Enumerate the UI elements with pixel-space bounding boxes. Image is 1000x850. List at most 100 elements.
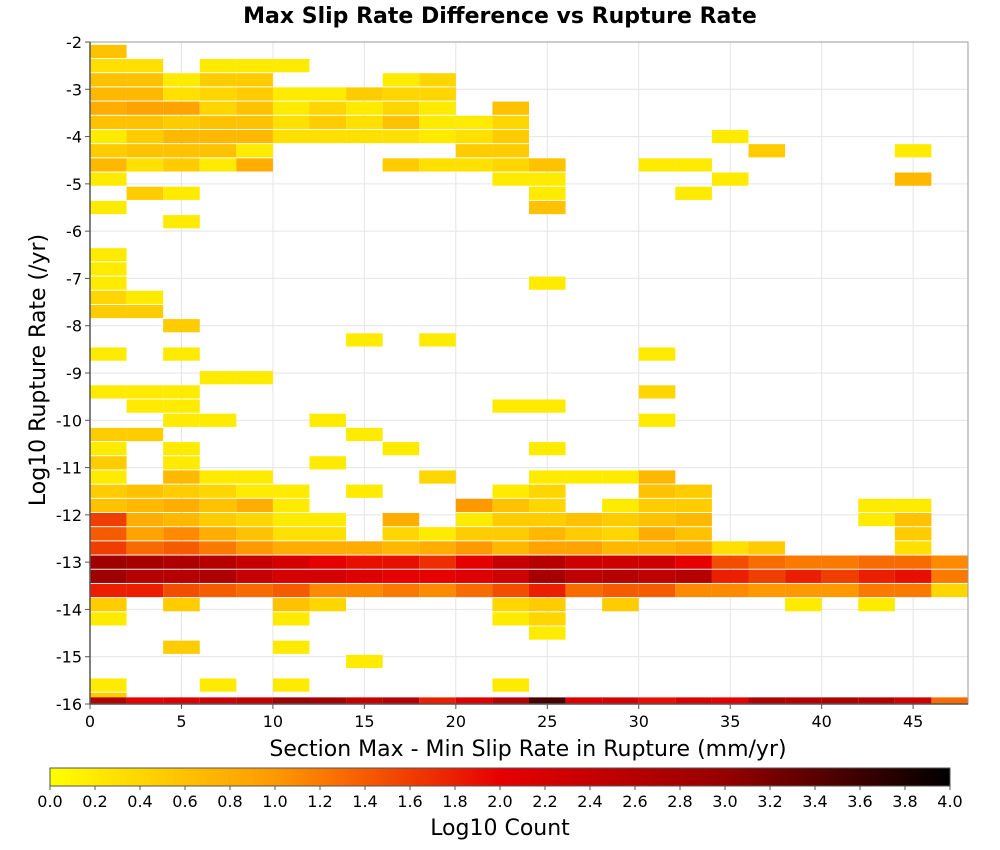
heatmap-cell (272, 541, 310, 555)
heatmap-cell (236, 541, 273, 555)
heatmap-cell (272, 101, 310, 115)
heatmap-cell (492, 583, 529, 598)
heatmap-cell (894, 498, 932, 513)
y-tick-label: -6 (66, 222, 82, 241)
heatmap-cell (711, 172, 749, 186)
heatmap-cell (382, 101, 420, 115)
heatmap-cell (199, 697, 237, 704)
heatmap-cell (894, 569, 932, 583)
heatmap-cell (126, 527, 164, 541)
heatmap-cell (90, 470, 127, 484)
heatmap-cell (90, 569, 127, 583)
x-tick-label: 10 (263, 712, 283, 731)
heatmap-cell (382, 555, 420, 569)
heatmap-cell (675, 512, 712, 527)
heatmap-cell (638, 158, 676, 172)
heatmap-cell (346, 697, 383, 704)
heatmap-cell (711, 583, 749, 598)
heatmap-cell (309, 583, 347, 598)
heatmap-cell (675, 541, 712, 555)
heatmap-cell (126, 399, 164, 413)
heatmap-cell (931, 697, 968, 704)
heatmap-cell (785, 583, 822, 598)
heatmap-cell (126, 144, 164, 158)
heatmap-cell (419, 87, 456, 101)
heatmap-cell (90, 44, 127, 59)
heatmap-cell (529, 612, 566, 626)
heatmap-cell (163, 569, 200, 583)
heatmap-cell (931, 569, 968, 583)
heatmap-cell (602, 498, 639, 513)
heatmap-cell (90, 172, 127, 186)
heatmap-cell (236, 555, 273, 569)
heatmap-cell (711, 697, 749, 704)
heatmap-cell (309, 541, 347, 555)
y-tick-label: -4 (66, 128, 82, 147)
heatmap-cell (346, 569, 383, 583)
heatmap-cell (346, 583, 383, 598)
heatmap-cell (748, 583, 786, 598)
heatmap-cell (90, 598, 127, 612)
heatmap-cell (382, 541, 420, 555)
heatmap-cell (272, 569, 310, 583)
heatmap-cell (529, 498, 566, 513)
colorbar-tick-label: 2.8 (667, 792, 692, 811)
heatmap-cell (492, 129, 529, 144)
heatmap-cell (492, 555, 529, 569)
heatmap-cell (492, 612, 529, 626)
heatmap-cell (90, 115, 127, 130)
heatmap-cell (529, 484, 566, 498)
x-axis-label: Section Max - Min Slip Rate in Rupture (… (269, 737, 786, 762)
heatmap-cell (163, 640, 200, 654)
heatmap-cell (309, 101, 347, 115)
colorbar: 0.0 0.2 0.4 0.6 0.8 1.0 1.2 1.4 1.6 1.8 2.0 2.2 2.4 2… (37, 767, 963, 811)
heatmap-cell (199, 101, 237, 115)
heatmap-cell (492, 158, 529, 172)
heatmap-cell (199, 59, 237, 73)
heatmap-cell (272, 697, 310, 704)
heatmap-cell (419, 470, 456, 484)
heatmap-cell (602, 512, 639, 527)
heatmap-cell (346, 87, 383, 101)
heatmap-cell (163, 583, 200, 598)
heatmap-cell (346, 484, 383, 498)
y-tick-label: -14 (56, 600, 82, 619)
heatmap-cell (272, 498, 310, 513)
heatmap-cell (272, 555, 310, 569)
heatmap-cell (382, 129, 420, 144)
heatmap-cell (858, 498, 895, 513)
x-tick-label: 45 (903, 712, 923, 731)
heatmap-cell (163, 555, 200, 569)
heatmap-cell (126, 129, 164, 144)
heatmap-cell (346, 101, 383, 115)
heatmap-cell (126, 101, 164, 115)
heatmap-cell (382, 583, 420, 598)
heatmap-cell (492, 484, 529, 498)
heatmap-cell (382, 115, 420, 130)
heatmap-cell (272, 87, 310, 101)
x-axis-ticks: 0 5 10 15 20 25 30 35 40 45 (85, 704, 923, 731)
heatmap-cell (711, 541, 749, 555)
heatmap-cell (126, 541, 164, 555)
heatmap-cell (748, 569, 786, 583)
y-tick-label: -11 (56, 459, 82, 478)
heatmap-cell (894, 512, 932, 527)
y-axis-ticks: -2 -3 -4 -5 -6 -7 -8 -9 -10 -11 -12 -13 -14 -15 -16 (56, 33, 90, 714)
heatmap-cell (346, 129, 383, 144)
heatmap-cell (126, 87, 164, 101)
heatmap-cell (529, 172, 566, 186)
heatmap-cell (675, 697, 712, 704)
heatmap-cell (90, 678, 127, 692)
x-tick-label: 20 (446, 712, 466, 731)
heatmap-cell (346, 541, 383, 555)
colorbar-tick-label: 1.4 (352, 792, 377, 811)
heatmap-cell (382, 442, 420, 456)
heatmap-cell (90, 527, 127, 541)
heatmap-cell (126, 498, 164, 513)
heatmap-cell (785, 697, 822, 704)
heatmap-cell (163, 385, 200, 399)
heatmap-cell (382, 158, 420, 172)
heatmap-cell (931, 583, 968, 598)
heatmap-cell (199, 512, 237, 527)
heatmap-cell (785, 569, 822, 583)
